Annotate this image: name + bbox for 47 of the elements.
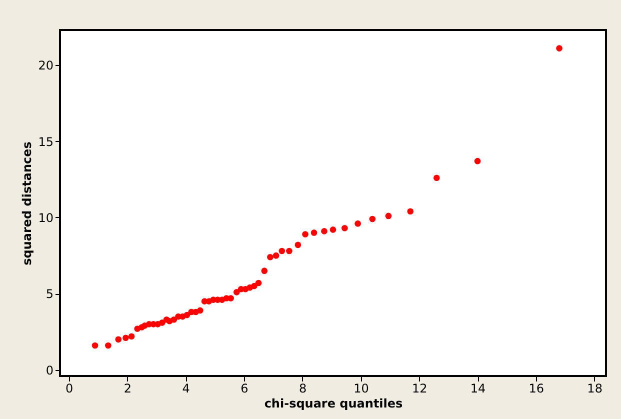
point [92, 342, 98, 349]
x-tick-label: 10 [354, 382, 369, 396]
point [330, 226, 336, 233]
point [255, 280, 262, 286]
y-tick-label: 5 [46, 287, 54, 302]
x-tick-label: 0 [65, 382, 74, 396]
point [385, 212, 392, 220]
point [556, 45, 562, 52]
x-tick-label: 12 [412, 382, 428, 396]
point [302, 231, 308, 238]
x-tick-label: 18 [587, 382, 602, 396]
point [433, 174, 440, 182]
point [354, 220, 361, 227]
point [286, 248, 292, 254]
x-tick-label: 14 [470, 382, 486, 396]
point [474, 158, 481, 164]
x-axis-title: chi-square quantiles [264, 396, 403, 410]
point [310, 230, 318, 236]
point [321, 228, 328, 234]
y-axis-title: squared distances [20, 142, 34, 266]
point [342, 224, 348, 232]
point [196, 307, 204, 314]
point [407, 208, 414, 215]
point [278, 248, 286, 254]
x-tick-label: 8 [299, 382, 307, 396]
y-tick-label: 15 [38, 134, 54, 149]
point [115, 336, 122, 343]
point [267, 254, 274, 260]
y-tick-label: 0 [46, 363, 54, 378]
point [159, 319, 166, 326]
point [272, 252, 280, 259]
point [170, 316, 178, 323]
y-tick-label: 10 [38, 210, 54, 225]
x-tick-label: 16 [528, 382, 544, 396]
y-tick-label: 20 [38, 58, 54, 73]
point [261, 268, 268, 274]
point [128, 333, 135, 340]
point [251, 282, 258, 290]
x-tick-label: 6 [240, 382, 248, 396]
point [294, 242, 302, 248]
point [233, 289, 240, 296]
x-tick-label: 2 [124, 382, 132, 396]
point [369, 216, 376, 222]
x-tick-label: 4 [182, 382, 190, 396]
point [184, 312, 190, 318]
point [105, 342, 112, 349]
point [122, 334, 129, 342]
